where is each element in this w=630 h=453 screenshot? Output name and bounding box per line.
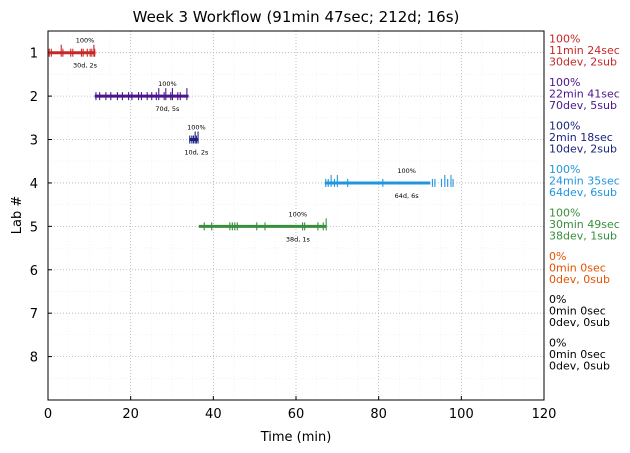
lab-6-side-annotation: 0min 0sec <box>549 261 606 274</box>
y-tick-label: 8 <box>30 351 38 366</box>
lab-2-side-annotation: 22min 41sec <box>549 88 620 101</box>
lab-7-side-annotation: 0% <box>549 293 566 306</box>
lab-4-percent-label: 100% <box>397 167 416 175</box>
y-tick-label: 7 <box>30 307 38 322</box>
lab-2-percent-label: 100% <box>158 80 177 88</box>
lab-6-side-annotation: 0dev, 0sub <box>549 273 610 286</box>
lab-2-side-annotation: 70dev, 5sub <box>549 99 617 112</box>
lab-3-summary-label: 10d, 2s <box>184 149 209 157</box>
lab-1-side-annotation: 11min 24sec <box>549 44 620 57</box>
x-tick-label: 60 <box>288 407 305 422</box>
chart-title: Week 3 Workflow (91min 47sec; 212d; 16s) <box>133 8 460 26</box>
lab-4-side-annotation: 64dev, 6sub <box>549 186 617 199</box>
x-tick-label: 0 <box>44 407 52 422</box>
lab-3-side-annotation: 100% <box>549 120 580 133</box>
x-tick-label: 40 <box>205 407 222 422</box>
y-axis-label: Lab # <box>10 196 25 235</box>
lab-6-side-annotation: 0% <box>549 250 566 263</box>
y-tick-label: 2 <box>30 90 38 105</box>
lab-3-side-annotation: 10dev, 2sub <box>549 143 617 156</box>
lab-3-side-annotation: 2min 18sec <box>549 131 613 144</box>
lab-4-summary-label: 64d, 6s <box>395 192 420 200</box>
lab-5-side-annotation: 100% <box>549 206 580 219</box>
lab-5-percent-label: 100% <box>289 210 308 218</box>
x-tick-label: 120 <box>532 407 557 422</box>
lab-1-summary-label: 30d, 2s <box>73 62 98 70</box>
lab-2-side-annotation: 100% <box>549 76 580 89</box>
lab-7-side-annotation: 0min 0sec <box>549 305 606 318</box>
x-tick-label: 20 <box>122 407 139 422</box>
y-tick-label: 3 <box>30 134 38 149</box>
x-tick-label: 100 <box>449 407 474 422</box>
lab-2-summary-label: 70d, 5s <box>155 105 180 113</box>
lab-4-side-annotation: 100% <box>549 163 580 176</box>
y-tick-label: 6 <box>30 264 38 279</box>
lab-3-percent-label: 100% <box>187 124 206 132</box>
lab-8-side-annotation: 0min 0sec <box>549 348 606 361</box>
lab-5-side-annotation: 30min 49sec <box>549 218 620 231</box>
x-axis-label: Time (min) <box>260 430 332 445</box>
lab-8-side-annotation: 0% <box>549 337 566 350</box>
lab-7-side-annotation: 0dev, 0sub <box>549 316 610 329</box>
y-tick-label: 5 <box>30 220 38 235</box>
x-tick-label: 80 <box>370 407 387 422</box>
lab-5-summary-label: 38d, 1s <box>286 235 311 243</box>
lab-5-side-annotation: 38dev, 1sub <box>549 229 617 242</box>
lab-1-side-annotation: 30dev, 2sub <box>549 56 617 69</box>
lab-1-side-annotation: 100% <box>549 33 580 46</box>
lab-4-side-annotation: 24min 35sec <box>549 174 620 187</box>
lab-8-side-annotation: 0dev, 0sub <box>549 360 610 373</box>
lab-1-percent-label: 100% <box>76 37 95 45</box>
y-tick-label: 4 <box>30 177 38 192</box>
y-tick-label: 1 <box>30 47 38 62</box>
